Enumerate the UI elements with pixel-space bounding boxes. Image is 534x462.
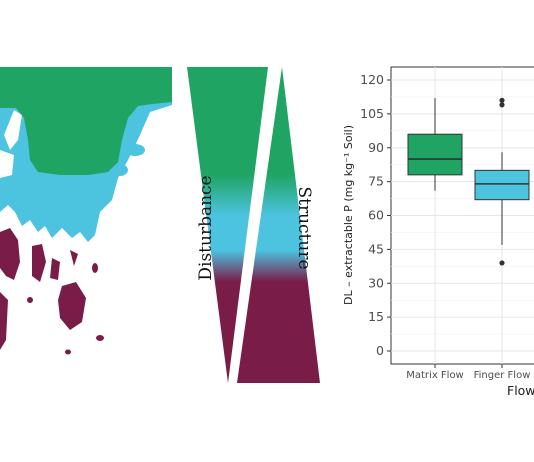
deep-stain (70, 250, 78, 266)
structure-label: Structure (294, 186, 314, 269)
deep-stain (96, 335, 104, 341)
deep-stain (58, 282, 86, 330)
unstained-gap (0, 150, 14, 178)
outlier-point (499, 97, 505, 103)
gradient-wedges: Disturbance Structure (187, 67, 320, 383)
y-tick-label: 30 (368, 275, 384, 290)
outlier-point (499, 260, 505, 266)
disturbance-wedge (187, 67, 268, 383)
finger-flow-stain (112, 164, 128, 176)
outlier-point (499, 102, 505, 108)
finger-flow-stain (125, 144, 145, 156)
x-tick-label: Matrix Flow (406, 370, 464, 381)
y-tick-label: 120 (360, 72, 384, 87)
y-tick-label: 75 (368, 174, 384, 189)
y-tick-label: 15 (368, 309, 384, 324)
y-tick-label: 60 (368, 208, 384, 223)
y-axis-ticks: 0 15 30 45 60 75 90 105 120 (360, 72, 391, 358)
box-plot: 0 15 30 45 60 75 90 105 120 Matrix Flow Finger Fl… (342, 66, 534, 398)
finger-flow-stain (64, 213, 76, 223)
deep-stain (92, 263, 98, 273)
x-axis-ticks: Matrix Flow Finger Flow (406, 364, 530, 381)
deep-stain (32, 244, 46, 282)
disturbance-label: Disturbance (196, 175, 216, 280)
deep-stain (0, 228, 20, 280)
deep-stain (50, 258, 60, 280)
deep-stain (65, 349, 71, 355)
x-tick-label: Finger Flow (474, 370, 531, 381)
box-finger-flow (474, 169, 530, 201)
structure-wedge (237, 67, 320, 383)
matrix-flow-stain (0, 67, 172, 175)
y-axis-title: DL – extractable P (mg kg⁻¹ Soil) (342, 125, 355, 305)
deep-stain (0, 292, 8, 350)
y-tick-label: 90 (368, 140, 384, 155)
boxes (407, 97, 530, 266)
y-tick-label: 0 (376, 343, 384, 358)
box-matrix-flow (407, 133, 463, 176)
soil-stain-map (0, 67, 172, 355)
x-axis-title: Flow (507, 383, 534, 398)
deep-stain (27, 297, 33, 303)
unstained-gap (4, 110, 22, 150)
y-tick-label: 105 (360, 106, 384, 121)
y-tick-label: 45 (368, 241, 384, 256)
